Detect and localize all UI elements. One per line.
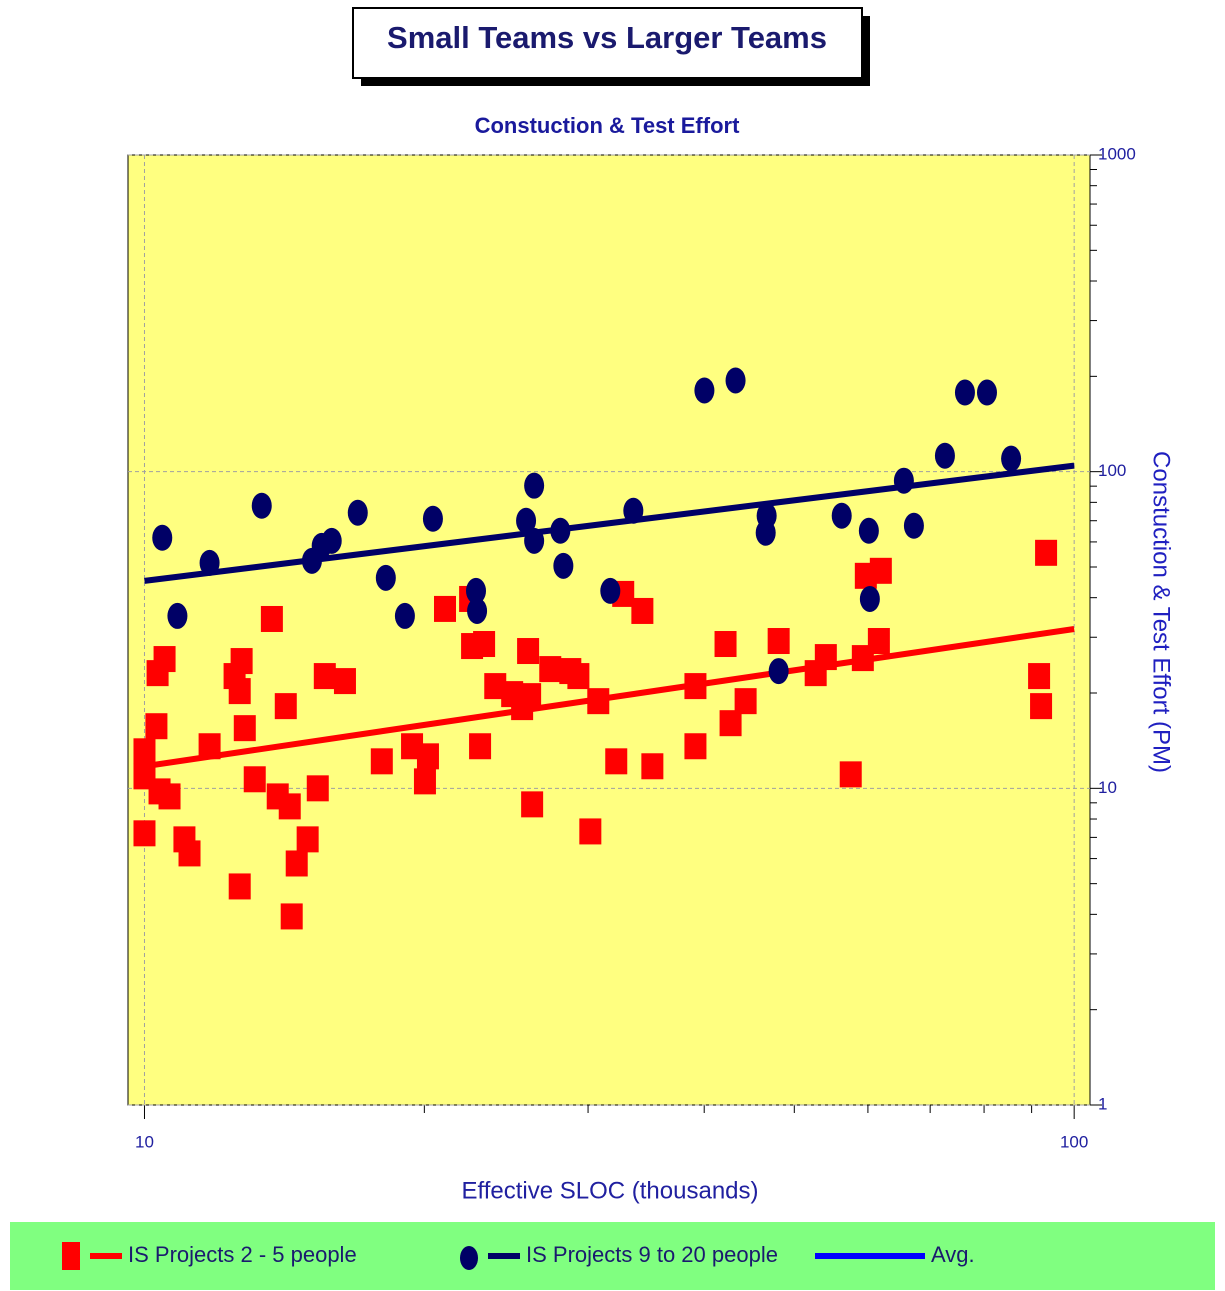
square-marker [473,631,496,658]
square-marker [434,595,457,622]
ellipse-marker [768,658,789,685]
ellipse-marker [694,377,715,404]
square-marker [285,850,308,877]
square-marker [416,743,439,770]
square-marker [1035,539,1058,566]
y-tick-label: 10 [1098,778,1117,797]
square-marker [839,761,862,788]
square-marker [274,693,297,720]
square-marker [153,646,176,673]
ellipse-marker [321,527,342,554]
square-marker [413,768,436,795]
ellipse-marker [934,442,955,469]
legend [10,1222,1215,1290]
square-marker [145,713,168,740]
ellipse-marker [167,602,188,629]
ellipse-marker [516,507,537,534]
square-marker [867,628,890,655]
square-marker [517,638,540,665]
y-tick-label: 1 [1098,1094,1107,1113]
ellipse-marker [1001,445,1022,472]
square-marker [1030,693,1053,720]
ellipse-marker [903,512,924,539]
square-marker [133,820,156,847]
x-axis-label: Effective SLOC (thousands) [461,1177,758,1204]
square-marker [469,733,492,760]
ellipse-marker [422,505,443,532]
square-marker [684,733,707,760]
ellipse-marker [467,597,488,624]
square-marker [869,557,892,584]
title-box [352,7,863,79]
ellipse-marker [725,367,746,394]
square-marker [296,826,319,853]
square-marker [198,733,221,760]
square-marker [228,873,251,900]
ellipse-marker [553,552,574,579]
plot-area [127,154,1091,1106]
square-marker [280,903,303,930]
ellipse-marker [831,502,852,529]
square-marker [370,748,393,775]
square-marker [719,710,742,737]
square-marker [567,663,590,690]
square-marker [1028,663,1051,690]
y-tick-label: 100 [1098,461,1126,480]
square-marker [333,668,356,695]
square-marker [714,631,737,658]
chart-subtitle: Constuction & Test Effort [475,113,740,138]
chart-title: Small Teams vs Larger Teams [387,20,827,55]
square-marker [178,840,201,867]
square-marker [767,628,790,655]
ellipse-marker [954,379,975,406]
square-marker [260,605,283,632]
square-marker [278,793,301,820]
legend-label: Avg. [931,1242,975,1267]
ellipse-marker [524,472,545,499]
square-marker [233,715,256,742]
ellipse-marker [152,524,173,551]
square-marker [605,748,628,775]
square-marker [631,597,654,624]
y-axis-label: Constuction & Test Effort (PM) [1148,451,1175,773]
ellipse-marker [347,499,368,526]
square-marker [734,688,757,715]
square-marker [519,683,542,710]
ellipse-marker [251,492,272,519]
square-marker [579,818,602,845]
legend-marker [460,1246,478,1270]
ellipse-marker [466,577,487,604]
ellipse-marker [600,577,621,604]
square-marker [243,766,266,793]
legend-marker [62,1242,80,1270]
legend-label: IS Projects 2 - 5 people [128,1242,357,1267]
trend-line [144,462,1075,584]
square-marker [306,775,329,802]
square-marker [158,783,181,810]
ellipse-marker [858,517,879,544]
y-tick-label: 1000 [1098,144,1136,163]
square-marker [521,791,544,818]
square-marker [133,738,156,765]
square-marker [228,678,251,705]
legend-label: IS Projects 9 to 20 people [526,1242,778,1267]
square-marker [230,648,253,675]
square-marker [539,656,562,683]
trend-line [144,626,1075,770]
ellipse-marker [375,564,396,591]
x-tick-label: 10 [135,1132,154,1151]
ellipse-marker [976,379,997,406]
ellipse-marker [859,585,880,612]
x-tick-label: 100 [1060,1132,1088,1151]
ellipse-marker [756,502,777,529]
square-marker [641,753,664,780]
square-marker [484,673,507,700]
ellipse-marker [394,602,415,629]
square-marker [313,663,336,690]
